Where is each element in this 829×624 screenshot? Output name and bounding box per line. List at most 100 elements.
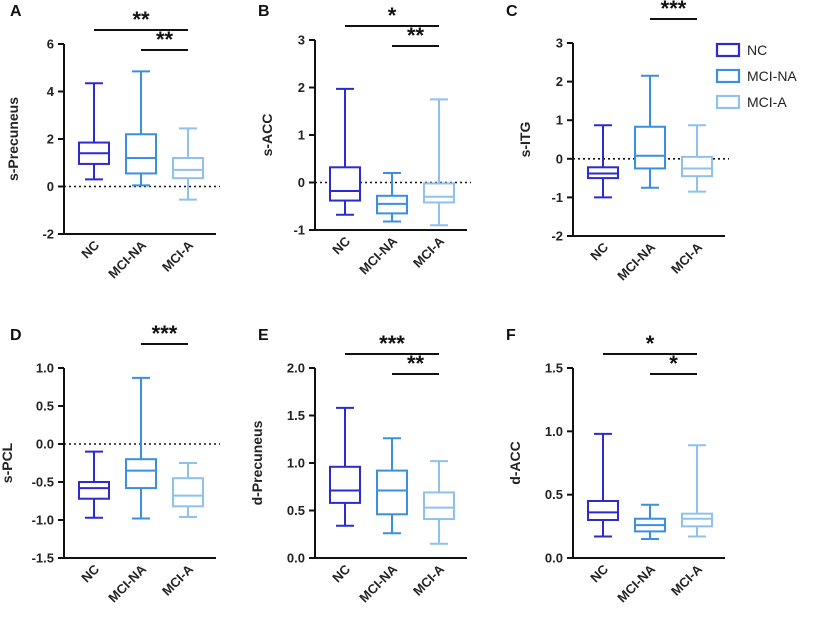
y-tick-label: 1.0 <box>36 361 54 376</box>
legend-label: MCI-A <box>747 94 787 110</box>
y-axis-label: s-ITG <box>517 122 533 158</box>
y-tick-label: 1.0 <box>287 456 305 471</box>
legend-label: NC <box>747 42 767 58</box>
y-axis-label: s-PCL <box>0 442 15 483</box>
y-tick-label: 0 <box>47 179 54 194</box>
y-tick-label: 1 <box>556 113 563 128</box>
panel-label: F <box>506 327 516 344</box>
x-tick-label: MCI-A <box>410 233 448 271</box>
y-tick-label: -1.0 <box>32 513 54 528</box>
iqr-box <box>681 155 713 178</box>
box-nc <box>78 82 110 181</box>
y-tick-label: 2.0 <box>287 361 305 376</box>
significance-label: ** <box>407 351 425 376</box>
panel-label: E <box>258 327 269 344</box>
y-tick-label: 3 <box>556 36 563 51</box>
y-tick-label: -1 <box>293 223 305 238</box>
box-nc <box>78 450 110 519</box>
y-tick-label: -1 <box>551 190 563 205</box>
legend-item: MCI-NA <box>715 68 797 84</box>
box-nc <box>587 432 619 538</box>
y-tick-label: 2 <box>298 80 305 95</box>
x-tick-label: NC <box>78 561 102 585</box>
y-axis-label: s-Precuneus <box>5 97 21 181</box>
significance-label: * <box>669 351 678 376</box>
y-tick-label: 1.5 <box>545 361 563 376</box>
box-mci-na <box>376 172 408 223</box>
panel-label: C <box>506 3 518 20</box>
y-tick-label: 0 <box>298 175 305 190</box>
legend-item: MCI-A <box>715 94 787 110</box>
iqr-box <box>634 125 666 170</box>
legend-swatch <box>715 42 741 58</box>
x-tick-label: MCI-NA <box>356 233 400 277</box>
box-mci-a <box>681 444 713 538</box>
x-tick-label: NC <box>587 561 611 585</box>
y-tick-label: 0.5 <box>287 503 305 518</box>
y-tick-label: 2 <box>47 132 54 147</box>
y-tick-label: 0.0 <box>545 551 563 566</box>
panel-label: B <box>258 3 270 20</box>
y-tick-label: 0.5 <box>545 487 563 502</box>
box-mci-na <box>376 437 408 535</box>
x-tick-label: NC <box>78 237 102 261</box>
significance-label: *** <box>661 0 687 21</box>
panel-label: D <box>10 327 22 344</box>
significance-label: ** <box>156 27 174 52</box>
legend-swatch <box>715 68 741 84</box>
y-axis-label: d-ACC <box>507 441 523 485</box>
y-tick-label: -0.5 <box>32 475 54 490</box>
legend-label: MCI-NA <box>747 68 797 84</box>
legend-swatch <box>715 94 741 110</box>
x-tick-label: MCI-NA <box>105 561 149 605</box>
significance-label: ** <box>407 23 425 48</box>
iqr-box <box>78 481 110 500</box>
iqr-box <box>587 500 619 521</box>
y-tick-label: 2 <box>556 74 563 89</box>
y-tick-label: 1.0 <box>545 424 563 439</box>
panel-label: A <box>10 3 22 20</box>
iqr-box <box>681 512 713 528</box>
iqr-box <box>423 491 455 521</box>
iqr-box <box>423 182 455 204</box>
panel-E: E 0.0 0.5 1.0 1.5 2.0 d-Precuneus NC MCI-NA MCI-A… <box>249 327 467 605</box>
y-tick-label: 4 <box>47 84 55 99</box>
y-axis-label: s-ACC <box>259 114 275 157</box>
y-tick-label: 0.0 <box>287 551 305 566</box>
y-tick-label: 1 <box>298 128 305 143</box>
box-mci-na <box>125 70 157 187</box>
x-tick-label: MCI-A <box>159 561 197 599</box>
panel-A: A -2 0 2 4 6 s-Precuneus NC MCI-NA MCI-A **** <box>5 3 220 281</box>
x-tick-label: MCI-NA <box>614 561 658 605</box>
panel-C: C -2 -1 0 1 2 3 s-ITG NC MCI-NA MCI-A *** <box>506 0 729 283</box>
x-tick-label: MCI-A <box>668 239 706 277</box>
x-tick-label: MCI-NA <box>356 561 400 605</box>
y-tick-label: 0.5 <box>36 399 54 414</box>
panel-D: D -1.5 -1.0 -0.5 0.0 0.5 1.0 s-PCL NC MCI-NA MCI-A… <box>0 321 220 605</box>
box-mci-na <box>634 503 666 540</box>
x-tick-label: NC <box>587 239 611 263</box>
x-tick-label: MCI-NA <box>105 237 149 281</box>
significance-label: *** <box>379 331 405 356</box>
box-mci-a <box>172 462 204 518</box>
panel-F: F 0.0 0.5 1.0 1.5 d-ACC NC MCI-NA MCI-A * * <box>506 327 725 605</box>
iqr-box <box>376 469 408 516</box>
y-tick-label: 6 <box>47 37 54 52</box>
box-nc <box>587 124 619 199</box>
x-tick-label: MCI-A <box>159 237 197 275</box>
iqr-box <box>329 166 361 202</box>
x-tick-label: NC <box>329 233 353 257</box>
y-tick-label: -2 <box>42 227 54 242</box>
iqr-box <box>125 458 157 490</box>
x-tick-label: MCI-A <box>410 561 448 599</box>
y-tick-label: -2 <box>551 229 563 244</box>
iqr-box <box>172 477 204 508</box>
significance-label: ** <box>132 7 150 32</box>
iqr-box <box>172 157 204 180</box>
y-tick-label: -1.5 <box>32 551 54 566</box>
y-axis-label: d-Precuneus <box>249 420 265 505</box>
x-tick-label: MCI-NA <box>614 239 658 283</box>
y-tick-label: 0 <box>556 151 563 166</box>
